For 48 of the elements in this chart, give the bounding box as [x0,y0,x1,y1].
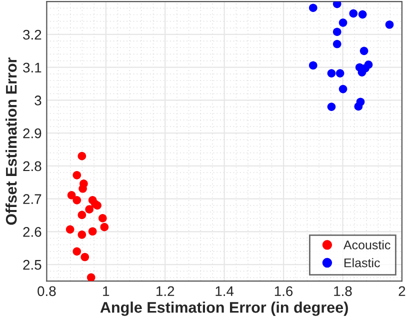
point [78,230,86,239]
point [88,227,97,236]
y-tick-label: 3.1 [23,62,42,73]
point [72,247,82,256]
point [332,28,342,36]
point [308,4,318,12]
point [332,2,342,8]
point [72,196,82,204]
y-tick-label: 2.6 [23,227,42,237]
point [78,210,86,220]
point [72,171,82,180]
x-axis-title: Angle Estimation Error (in degree) [100,302,348,316]
y-tick-label: 3 [34,96,42,106]
point [360,46,368,56]
point [86,273,96,282]
legend-label: Elastic [344,258,380,268]
point [98,214,107,222]
point [338,84,348,94]
x-tick-label: 2 [398,286,406,296]
point [80,252,90,262]
point [349,9,358,18]
y-tick-label: 2.7 [23,194,42,204]
x-tick-label: 1.8 [334,286,352,296]
point [354,102,363,111]
point [327,102,336,111]
point [85,205,94,214]
point [78,152,86,160]
y-tick-label: 2.5 [23,260,42,270]
point [338,18,348,27]
x-tick-label: 0.8 [38,286,56,296]
point [385,20,394,29]
y-tick-label: 2.8 [23,161,42,172]
point [327,69,336,78]
x-tick-label: 1.6 [274,286,293,296]
point [332,40,342,48]
x-tick-label: 1 [103,286,110,296]
point [358,10,367,19]
x-tick-label: 1.2 [156,286,174,296]
point [67,191,76,200]
point [66,225,74,234]
point [100,222,109,232]
y-tick-label: 3.2 [23,30,42,40]
legend-label: Acoustic [343,240,390,250]
y-tick-label: 2.9 [23,128,42,138]
point [336,69,344,78]
y-axis-title: Offset Estimation Error [6,57,17,225]
point [308,61,318,70]
x-tick-label: 1.4 [216,286,234,296]
